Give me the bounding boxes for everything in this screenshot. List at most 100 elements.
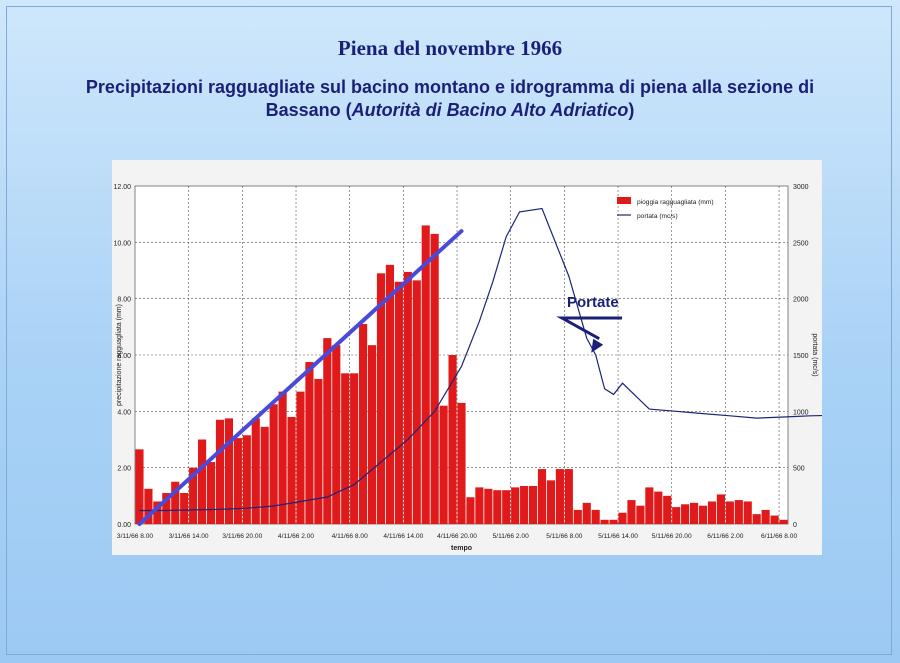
xtick-label: 5/11/66 8.00 [546, 533, 583, 540]
rain-bar [359, 324, 368, 524]
rain-bar [564, 469, 573, 524]
rain-bar [672, 507, 681, 524]
rain-bar [537, 469, 547, 524]
ytick-left-label: 6.00 [117, 353, 131, 360]
xtick-label: 3/11/66 20.00 [222, 533, 262, 540]
rain-bar [251, 418, 260, 524]
rain-bar [618, 512, 627, 524]
xtick-label: 5/11/66 2.00 [493, 533, 530, 540]
rain-bar [135, 449, 144, 524]
rain-bar [323, 338, 332, 524]
rain-bar [681, 504, 690, 524]
rain-bar [743, 501, 752, 524]
xtick-label: 4/11/66 14.00 [383, 533, 423, 540]
xtick-label: 3/11/66 14.00 [169, 533, 209, 540]
rain-bar [332, 345, 341, 524]
rain-bar [171, 481, 180, 524]
legend-line-label: portata (mc/s) [637, 213, 678, 220]
annotation-arrow-shaft [556, 316, 622, 341]
rain-bar [305, 362, 314, 524]
xtick-label: 4/11/66 8.00 [332, 533, 369, 540]
rain-bar [162, 493, 171, 524]
ytick-right-label: 2000 [793, 297, 809, 304]
rain-bar [716, 494, 725, 524]
y-axis-left-label: precipitazione ragguagliata (mm) [116, 304, 123, 406]
rain-bar [341, 373, 350, 524]
rain-bar [457, 402, 466, 524]
rain-bar [314, 378, 323, 524]
rain-bar [448, 355, 457, 524]
rain-bar [582, 502, 591, 524]
rain-bar [546, 480, 556, 524]
subtitle-source: Autorità di Bacino Alto Adriatico [351, 100, 629, 120]
rain-bar [528, 485, 538, 524]
trend-line [137, 229, 464, 526]
rain-bar [269, 404, 278, 524]
xtick-label: 5/11/66 20.00 [652, 533, 692, 540]
rain-bar [439, 405, 448, 524]
ytick-right-label: 1500 [793, 353, 809, 360]
xtick-label: 4/11/66 20.00 [437, 533, 477, 540]
legend-bar-label: pioggia ragguagliata (mm) [637, 199, 714, 206]
flood-chart: 0.00 2.00 4.00 6.00 8.00 10.00 12.00 0 500 1000 15… [113, 184, 900, 552]
rain-bar [511, 487, 520, 524]
axes: 0.00 2.00 4.00 6.00 8.00 10.00 12.00 0 500 1000 15… [113, 184, 818, 552]
ytick-left-label: 4.00 [117, 409, 131, 416]
rain-bar [627, 500, 636, 524]
annotation-arrow-head [591, 338, 604, 353]
rain-bar [189, 467, 198, 524]
xtick-label: 3/11/66 8.00 [117, 533, 154, 540]
rain-bar [520, 485, 529, 524]
annotation-label: Portate [567, 294, 619, 311]
annotation: Portate [556, 294, 622, 353]
xtick-label: 4/11/66 2.00 [278, 533, 315, 540]
rain-bar [752, 514, 761, 524]
legend: pioggia ragguagliata (mm) portata (mc/s) [617, 197, 714, 220]
slide-frame [6, 6, 892, 655]
x-axis-label: tempo [451, 545, 472, 552]
rain-bar [761, 509, 770, 524]
rain-bar [725, 501, 734, 524]
xtick-label: 5/11/66 14.00 [598, 533, 638, 540]
rain-bar [198, 439, 207, 524]
rain-bar [153, 501, 162, 524]
rain-bar [376, 273, 386, 524]
rain-bar [287, 416, 296, 524]
discharge-line-path [139, 207, 900, 512]
rain-bar [779, 519, 788, 524]
ytick-left-label: 8.00 [117, 297, 131, 304]
rain-bar [484, 488, 493, 524]
rain-bar [698, 505, 708, 524]
ytick-left-label: 10.00 [113, 240, 131, 247]
rain-bar [278, 391, 287, 524]
xtick-label: 6/11/66 8.00 [761, 533, 798, 540]
ytick-left-label: 0.00 [117, 522, 131, 529]
ytick-left-label: 2.00 [117, 466, 131, 473]
rain-bar [403, 271, 412, 524]
discharge-line [139, 207, 900, 512]
rain-bar [573, 509, 582, 524]
ytick-right-label: 500 [793, 466, 805, 473]
rain-bar [144, 488, 153, 524]
rain-bar [385, 264, 395, 524]
ytick-right-label: 2500 [793, 240, 809, 247]
rain-bar [394, 281, 403, 524]
rain-bar [734, 500, 743, 524]
ytick-right-label: 0 [793, 522, 797, 529]
rain-bar [180, 493, 189, 524]
rain-bar [224, 418, 233, 524]
rain-bar [367, 345, 377, 524]
rain-bar [636, 505, 645, 524]
xtick-label: 6/11/66 2.00 [707, 533, 744, 540]
rain-bar [707, 501, 717, 524]
rain-bar [421, 225, 430, 524]
rain-bar [242, 435, 251, 524]
rain-bar [430, 233, 439, 524]
rain-bars [135, 225, 788, 524]
rain-bar [260, 426, 269, 524]
rain-bar [591, 509, 600, 524]
rain-bar [600, 519, 609, 524]
slide-subtitle: Precipitazioni ragguagliate sul bacino m… [80, 76, 820, 122]
rain-bar [215, 419, 225, 524]
rain-bar [645, 487, 654, 524]
